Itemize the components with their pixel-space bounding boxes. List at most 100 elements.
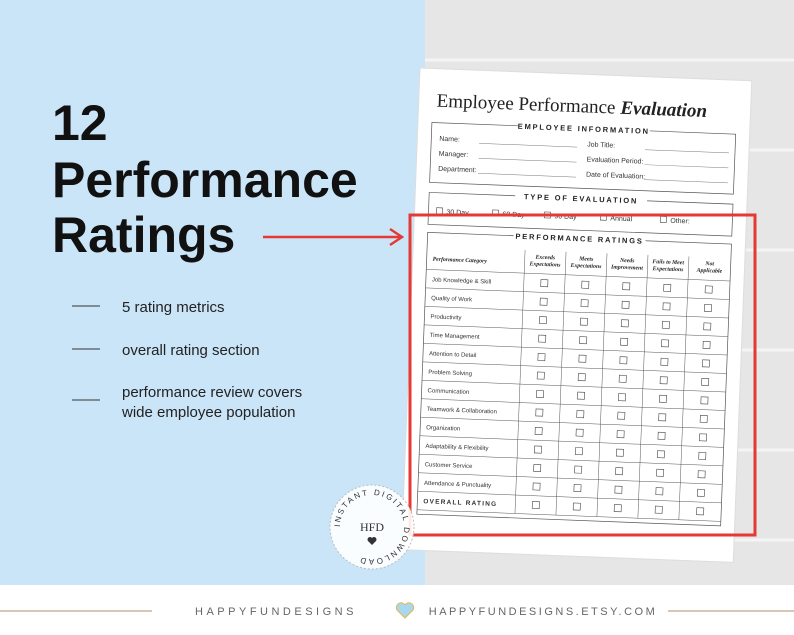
headline-line: Performance — [52, 152, 358, 208]
field-label: Job Title: — [587, 141, 615, 149]
table-rule — [419, 454, 723, 467]
rating-checkbox — [581, 280, 590, 289]
row-label: Teamwork & Collaboration — [427, 407, 497, 416]
table-rule — [426, 269, 731, 282]
field-underline — [477, 173, 576, 178]
rating-checkbox — [661, 320, 670, 329]
rating-checkbox — [696, 507, 705, 516]
rating-checkbox — [659, 376, 668, 385]
rating-checkbox — [704, 285, 713, 294]
rating-checkbox — [699, 414, 708, 423]
rating-checkbox — [616, 430, 625, 439]
column-header: Expectations — [651, 266, 684, 273]
row-label: Time Management — [430, 333, 480, 341]
rating-checkbox — [574, 465, 583, 474]
row-label: Adaptability & Flexibility — [425, 444, 488, 452]
rating-checkbox — [662, 302, 671, 311]
option-label: Other: — [670, 218, 690, 226]
rating-checkbox — [536, 390, 545, 399]
rating-checkbox — [654, 505, 663, 514]
overall-label: OVERALL RATING — [423, 498, 497, 508]
column-header: Expectations — [569, 263, 602, 270]
column-header: Exceeds — [534, 255, 556, 262]
rating-checkbox — [618, 393, 626, 402]
table-rule — [419, 435, 724, 448]
rating-checkbox — [614, 485, 623, 494]
heading-bg — [517, 120, 650, 136]
column-header: Expectations — [528, 261, 561, 268]
row-label: Quality of Work — [431, 296, 473, 304]
row-label: Attention to Detail — [429, 351, 477, 359]
row-label: Customer Service — [425, 462, 474, 470]
rating-checkbox — [701, 377, 710, 386]
rating-checkbox — [535, 408, 544, 417]
table-rule — [424, 324, 728, 337]
rating-checkbox — [702, 341, 711, 349]
rating-checkbox — [697, 470, 706, 479]
field-label: Name: — [439, 136, 460, 144]
column-header: Meets — [578, 256, 594, 263]
table-rule — [555, 251, 567, 516]
rating-checkbox — [704, 304, 712, 312]
highlight-box — [408, 213, 757, 537]
table-rule — [678, 256, 690, 520]
table-rule — [424, 306, 729, 319]
heading-bg — [514, 190, 648, 206]
table-rule — [596, 253, 608, 517]
field-underline — [478, 158, 577, 163]
table-rule — [420, 417, 725, 430]
rating-checkbox — [534, 427, 543, 436]
rating-checkbox — [696, 488, 705, 497]
arrow — [263, 227, 405, 247]
rating-checkbox — [619, 356, 628, 365]
rating-checkbox — [572, 502, 581, 511]
row-label: Job Knowledge & Skill — [432, 277, 492, 285]
table-rule — [417, 509, 721, 522]
feature-text: performance review covers — [122, 384, 302, 401]
row-label: Organization — [426, 425, 460, 432]
rating-checkbox — [621, 300, 630, 309]
title-emphasis: Evaluation — [619, 98, 707, 122]
headline-line: 12 — [52, 95, 108, 151]
option-label: Annual — [610, 215, 632, 223]
rating-checkbox — [615, 467, 624, 476]
table-rule — [637, 254, 649, 519]
heading-bg — [513, 230, 646, 246]
rating-checkbox — [573, 484, 582, 493]
column-header: Improvement — [610, 264, 643, 271]
rating-checkbox — [661, 339, 670, 348]
column-header: Applicable — [696, 268, 723, 275]
section-heading: TYPE OF EVALUATION — [524, 192, 638, 205]
table-rule — [425, 287, 730, 300]
rating-checkbox — [656, 450, 665, 459]
field-label: Department: — [438, 166, 477, 174]
rating-checkbox — [658, 413, 667, 422]
blue-panel — [0, 0, 425, 585]
field-label: Manager: — [439, 151, 469, 159]
rating-checkbox — [663, 283, 672, 292]
footer-logo — [395, 602, 415, 619]
rating-checkbox — [657, 431, 666, 440]
rating-checkbox — [574, 447, 583, 456]
row-label: Productivity — [430, 314, 461, 321]
field-underline — [645, 149, 729, 154]
rating-checkbox — [618, 374, 627, 383]
rating-checkbox — [577, 391, 585, 400]
rating-checkbox — [576, 410, 585, 419]
rating-checkbox — [703, 322, 712, 331]
rating-checkbox — [536, 371, 545, 380]
headline-line: Ratings — [52, 207, 235, 263]
rating-checkbox — [620, 319, 629, 328]
feature-text: wide employee population — [121, 404, 295, 421]
table-rule — [422, 361, 727, 374]
table-rule — [417, 490, 722, 504]
feature-text: overall rating section — [122, 342, 260, 359]
rating-checkbox — [701, 359, 710, 368]
rating-checkbox — [533, 464, 542, 472]
rating-checkbox — [656, 468, 665, 477]
rating-checkbox — [578, 354, 587, 363]
badge-circle — [329, 484, 415, 570]
